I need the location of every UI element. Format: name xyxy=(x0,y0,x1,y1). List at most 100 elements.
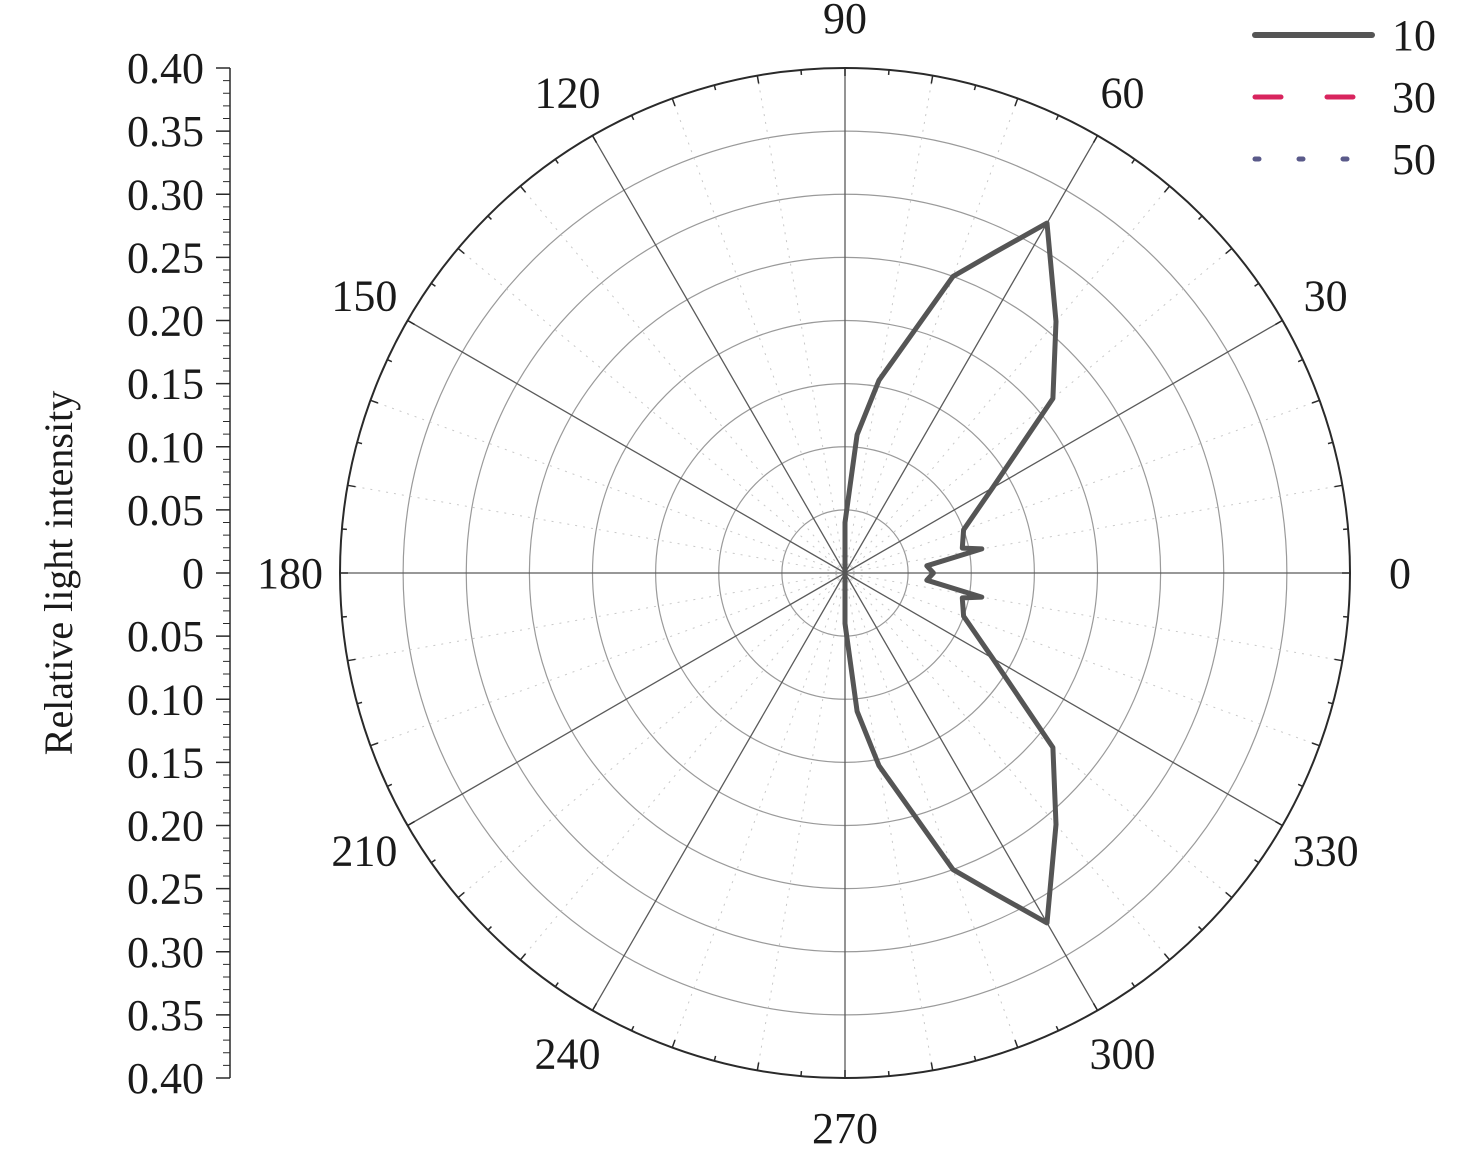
angular-tick-labels: 0 30 60 90 120 150 180 210 240 270 300 330 xyxy=(257,0,1411,1153)
angular-tick xyxy=(1297,358,1304,363)
grid-spoke xyxy=(591,572,846,1011)
radial-tick-label: 0.25 xyxy=(127,233,204,282)
angular-tick xyxy=(1254,282,1260,287)
angular-tick xyxy=(519,185,527,193)
radial-tick-label: 0 xyxy=(182,549,204,598)
angular-tick xyxy=(930,1062,934,1071)
angle-tick-label: 180 xyxy=(257,549,323,598)
angular-tick xyxy=(1014,1039,1019,1048)
angular-tick xyxy=(591,1003,598,1011)
angular-tick xyxy=(1225,891,1233,899)
angular-tick xyxy=(1225,247,1233,255)
radial-tick-label: 0.10 xyxy=(127,423,204,472)
angular-tick xyxy=(713,85,717,91)
series-layer xyxy=(842,220,1059,926)
angular-tick xyxy=(370,399,379,404)
angular-tick xyxy=(357,441,363,445)
angle-tick-label: 30 xyxy=(1304,272,1348,321)
angular-tick xyxy=(457,247,465,255)
radial-tick-label: 0.15 xyxy=(127,360,204,409)
angular-tick xyxy=(1327,441,1333,445)
angle-tick-label: 270 xyxy=(812,1104,878,1153)
angular-tick xyxy=(1334,484,1343,488)
radial-tick-label: 0.30 xyxy=(127,170,204,219)
angular-tick xyxy=(347,484,356,488)
angular-tick xyxy=(430,282,436,287)
radial-tick-label: 0.15 xyxy=(127,738,204,787)
radial-tick-label: 0.05 xyxy=(127,486,204,535)
radial-tick-label: 0.40 xyxy=(127,1054,204,1103)
angular-tick xyxy=(1163,185,1171,193)
angular-tick xyxy=(347,658,356,662)
angular-tick xyxy=(407,319,415,326)
angular-tick xyxy=(630,1025,635,1032)
series-line-10 xyxy=(842,220,1059,926)
angle-tick-label: 0 xyxy=(1389,549,1411,598)
radial-tick-label: 0.35 xyxy=(127,107,204,156)
angular-tick xyxy=(1311,742,1320,747)
grid-spoke xyxy=(844,319,1283,574)
angular-tick xyxy=(1055,1025,1060,1032)
grid-spoke xyxy=(844,572,1283,827)
angle-tick-label: 330 xyxy=(1293,827,1359,876)
angular-tick xyxy=(1092,135,1099,143)
angular-tick xyxy=(1275,319,1283,326)
angular-tick xyxy=(713,1055,717,1061)
legend-label: 10 xyxy=(1392,11,1436,60)
radial-tick-label: 0.35 xyxy=(127,991,204,1040)
radial-axis: 0.40 0.35 0.30 0.25 0.20 0.15 0.10 0.05 0 0.05 0.1… xyxy=(127,44,231,1103)
radial-tick-label: 0.05 xyxy=(127,612,204,661)
angle-tick-label: 120 xyxy=(535,68,601,117)
angular-tick xyxy=(1092,1003,1099,1011)
angular-tick xyxy=(487,926,492,931)
angular-tick xyxy=(1327,701,1333,705)
legend: 10 30 50 xyxy=(1252,11,1436,184)
angular-tick xyxy=(756,1062,760,1071)
angular-tick xyxy=(1055,114,1060,121)
angular-tick xyxy=(630,114,635,121)
angle-tick-label: 300 xyxy=(1090,1030,1156,1079)
grid-spoke xyxy=(407,572,846,827)
angular-tick xyxy=(1014,98,1019,107)
angular-tick xyxy=(930,75,934,84)
angular-tick xyxy=(457,891,465,899)
angular-tick xyxy=(407,820,415,827)
radial-tick-label: 0.20 xyxy=(127,297,204,346)
polar-grid xyxy=(339,67,1351,1079)
radial-tick-label: 0.40 xyxy=(127,44,204,93)
angular-tick xyxy=(671,1039,676,1048)
angle-tick-label: 210 xyxy=(331,827,397,876)
angular-tick xyxy=(487,215,492,220)
angular-tick xyxy=(591,135,598,143)
angular-tick xyxy=(386,358,393,363)
angular-tick xyxy=(554,158,559,164)
angular-tick xyxy=(554,982,559,988)
grid-spoke xyxy=(844,572,1099,1011)
angle-tick-label: 150 xyxy=(331,272,397,321)
angular-tick xyxy=(756,75,760,84)
angle-tick-label: 60 xyxy=(1101,68,1145,117)
angular-tick xyxy=(1275,820,1283,827)
angular-tick xyxy=(1198,926,1203,931)
angle-tick-label: 240 xyxy=(535,1030,601,1079)
angular-tick xyxy=(1131,982,1136,988)
angular-tick xyxy=(1254,859,1260,864)
angular-tick xyxy=(671,98,676,107)
y-axis-label: Relative light intensity xyxy=(36,391,81,755)
angle-tick-label: 90 xyxy=(823,0,867,43)
angular-tick xyxy=(357,701,363,705)
grid-spoke xyxy=(407,319,846,574)
angular-tick xyxy=(370,742,379,747)
radial-tick-label: 0.30 xyxy=(127,928,204,977)
angular-tick xyxy=(1198,215,1203,220)
angular-tick xyxy=(430,859,436,864)
angular-tick xyxy=(973,85,977,91)
grid-spoke xyxy=(591,135,846,574)
angular-tick xyxy=(386,783,393,788)
angular-tick xyxy=(1163,953,1171,961)
angular-tick xyxy=(1297,783,1304,788)
radial-tick-label: 0.10 xyxy=(127,675,204,724)
radial-tick-label: 0.25 xyxy=(127,865,204,914)
legend-label: 30 xyxy=(1392,73,1436,122)
